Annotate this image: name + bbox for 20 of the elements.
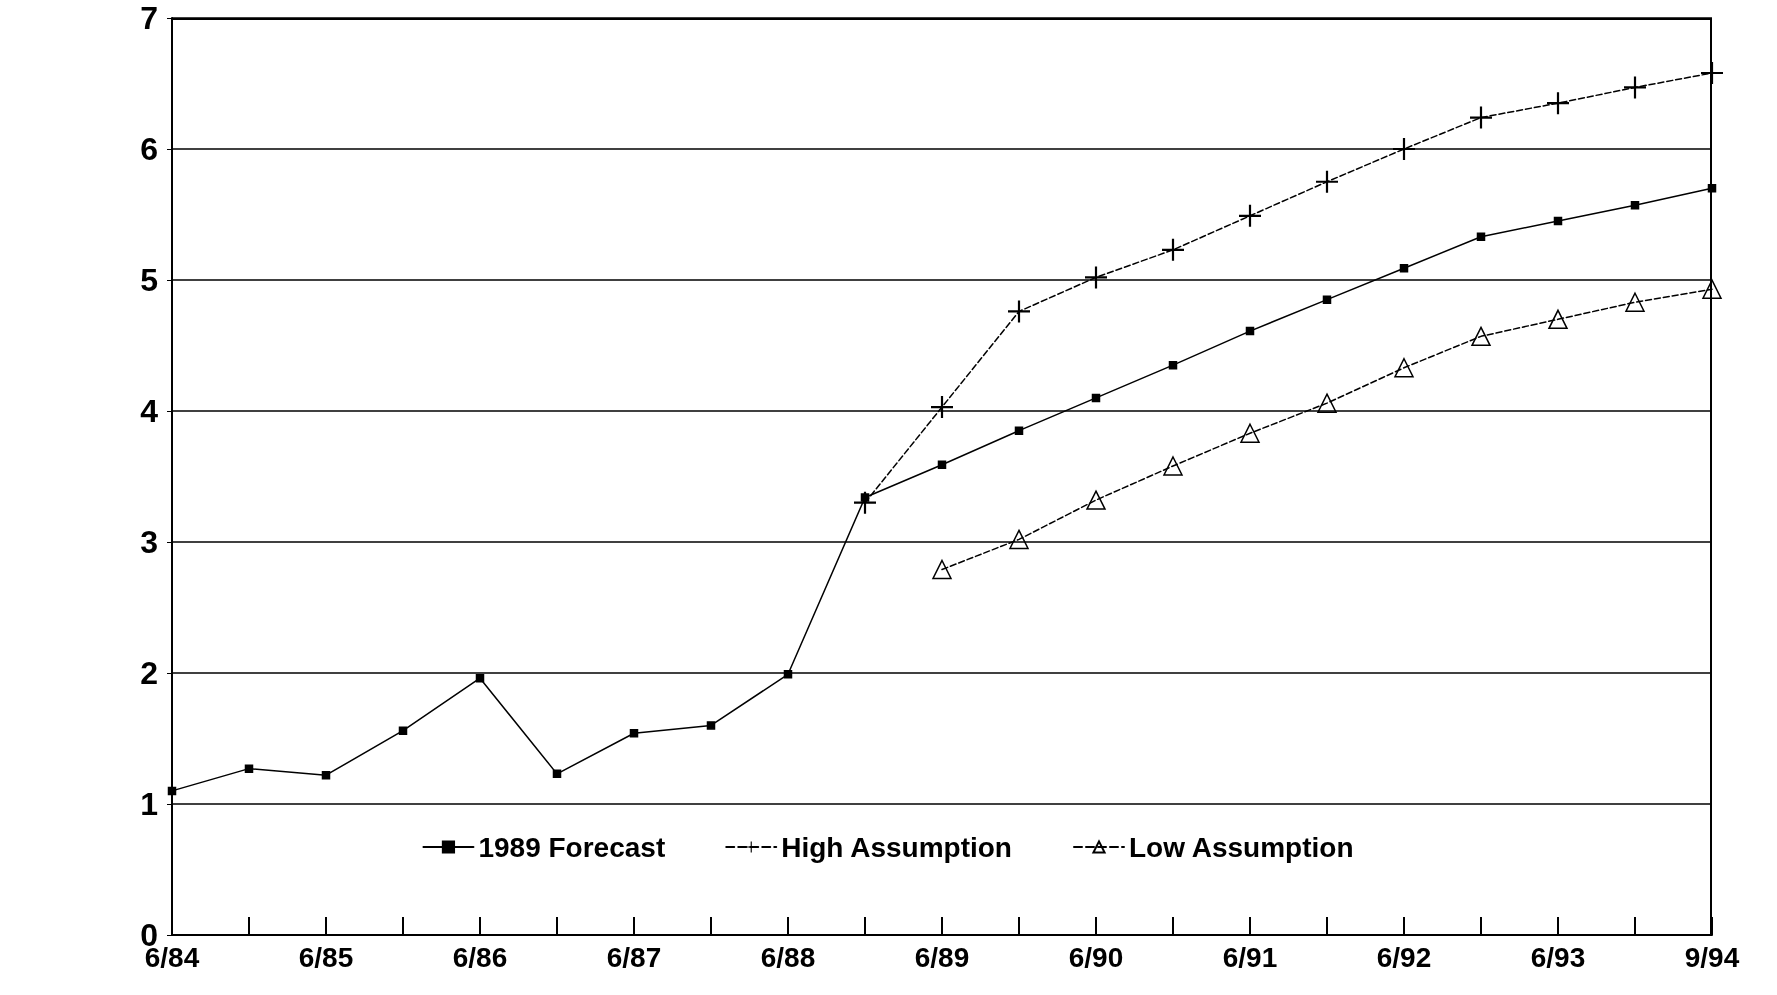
x-tick-label: 6/88 [760,941,816,973]
x-tick-label: 9/94 [1684,941,1740,973]
x-tick-label: 6/89 [914,941,970,973]
x-tick-label: 6/86 [452,941,508,973]
x-tick-label: 6/85 [298,941,354,973]
y-tick-label: 4 [140,393,159,429]
y-tick-label: 6 [140,131,158,167]
y-tick-label: 2 [140,655,158,691]
x-tick-label: 6/87 [606,941,662,973]
x-tick-label: 6/90 [1068,941,1124,973]
x-tick-label: 6/91 [1222,941,1278,973]
y-tick-label: 7 [140,0,158,36]
x-tick-label: 6/92 [1376,941,1432,973]
legend-label: High Assumption [781,831,1012,863]
x-tick-label: 6/93 [1530,941,1586,973]
y-tick-label: 1 [140,786,158,822]
y-tick-label: 3 [140,524,158,560]
y-tick-label: 5 [140,262,158,298]
legend-label: Low Assumption [1129,831,1354,863]
legend-label: 1989 Forecast [478,831,666,863]
